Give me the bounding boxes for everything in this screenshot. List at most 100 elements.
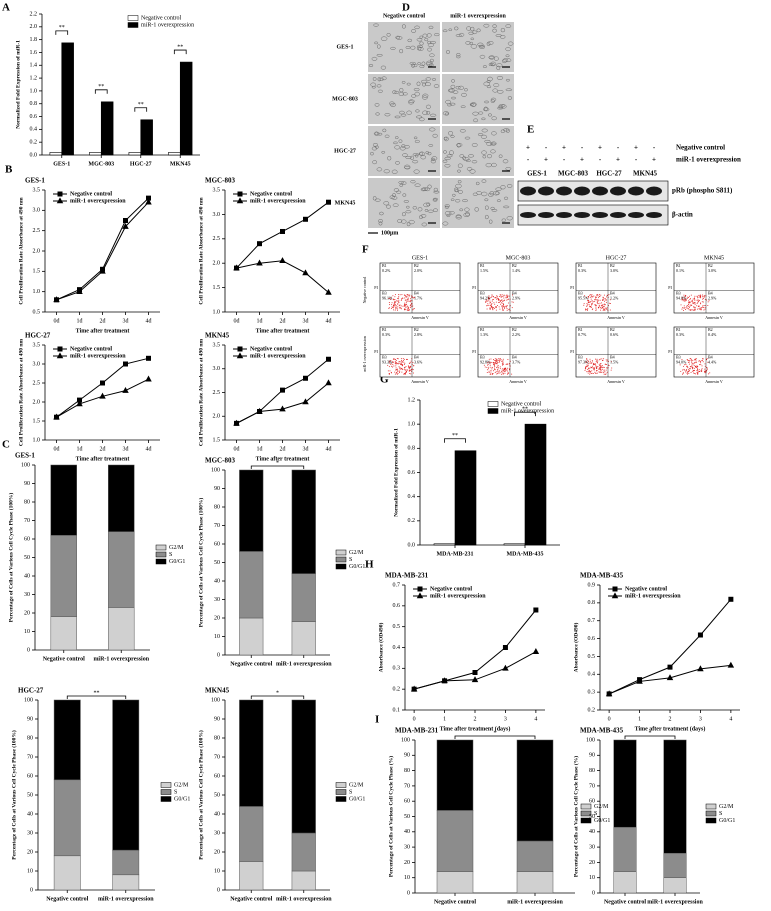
event <box>591 294 593 296</box>
event <box>702 301 704 303</box>
event <box>700 303 702 305</box>
cell <box>490 141 497 146</box>
event <box>410 369 412 371</box>
event <box>400 305 402 307</box>
point <box>502 664 509 671</box>
event <box>602 305 604 307</box>
event <box>389 370 391 372</box>
event <box>492 308 494 310</box>
event <box>599 299 601 301</box>
event <box>502 307 504 309</box>
event <box>694 306 696 308</box>
event <box>398 366 400 368</box>
event <box>404 309 406 311</box>
cell <box>490 61 497 67</box>
y-tick-label: 40 <box>214 811 220 817</box>
event <box>692 363 694 365</box>
event <box>399 367 401 369</box>
panel-label: H <box>365 559 374 571</box>
event <box>586 366 588 368</box>
y-tick-label: 50 <box>214 792 220 798</box>
event <box>686 306 688 308</box>
chart-title: MGC-803 <box>205 177 235 185</box>
y-tick-label: 2.5 <box>33 228 41 234</box>
y-tick-label: 70 <box>214 754 220 760</box>
cell <box>455 215 462 220</box>
event <box>700 360 702 362</box>
y-tick-label: 0.5 <box>588 654 596 660</box>
point <box>302 269 309 276</box>
dot-plot <box>575 326 657 378</box>
event <box>495 359 497 361</box>
y-tick-label: 3.0 <box>213 212 221 218</box>
panel-label: F <box>362 244 369 256</box>
event <box>400 361 402 363</box>
quadrant-value: 1.5% <box>480 268 489 273</box>
event <box>405 372 407 374</box>
event <box>603 372 605 374</box>
event <box>704 305 706 307</box>
event <box>402 360 404 362</box>
y-tick-label: 80 <box>27 735 33 741</box>
cell <box>502 59 507 64</box>
cell <box>462 199 468 203</box>
y-tick-label: 0 <box>217 887 220 893</box>
event <box>393 358 395 360</box>
event <box>396 369 398 371</box>
event <box>486 366 488 368</box>
chart-title: MKN45 <box>205 332 230 340</box>
event <box>406 294 408 296</box>
event <box>595 358 597 360</box>
y-axis-label: Cell Proliferation Rate Absorbance at 49… <box>198 197 204 305</box>
cell <box>395 136 399 140</box>
event <box>497 299 499 301</box>
event <box>703 297 705 299</box>
y-tick-label: 40 <box>214 578 220 584</box>
x-axis-label: Time after treatment <box>76 328 130 334</box>
event <box>684 297 686 299</box>
cell <box>456 55 461 59</box>
event <box>699 360 701 362</box>
event <box>491 306 493 308</box>
y-tick-label: 1.0 <box>213 309 221 315</box>
event <box>499 301 501 303</box>
panel-label: A <box>2 2 10 14</box>
event <box>599 302 601 304</box>
significance-bracket <box>173 49 187 55</box>
event <box>401 294 403 296</box>
event <box>683 305 685 307</box>
cell <box>459 129 466 133</box>
cell <box>433 187 438 193</box>
cell <box>428 25 434 30</box>
event <box>690 309 692 311</box>
y-tick-label: 0.2 <box>408 518 416 524</box>
bar <box>49 152 63 156</box>
x-tick-label: 4 <box>534 716 537 722</box>
y-tick-label: 50 <box>27 792 33 798</box>
point <box>325 379 332 386</box>
event <box>395 365 397 367</box>
cell <box>482 155 487 159</box>
y-tick-label: 1.8 <box>30 37 38 43</box>
bar-segment <box>291 832 316 872</box>
event <box>597 295 599 297</box>
cell <box>449 102 456 106</box>
y-tick-label: 90 <box>404 753 410 759</box>
event <box>399 306 401 308</box>
legend-label: Negative control <box>70 346 112 352</box>
event <box>698 369 700 371</box>
y-axis-label: Percentage of Cells at Various Cell Cycl… <box>10 730 17 860</box>
bar-segment <box>613 871 637 894</box>
event <box>504 372 506 374</box>
event <box>395 307 397 309</box>
cell <box>479 54 486 59</box>
cell <box>411 63 415 68</box>
legend-label: Negative control <box>250 191 292 197</box>
quadrant-name: B1 <box>578 263 583 268</box>
cell <box>492 24 497 28</box>
event <box>397 373 399 375</box>
x-tick-label: Negative control <box>434 899 476 905</box>
event <box>687 366 689 368</box>
y-tick-label: 90 <box>214 716 220 722</box>
event <box>695 362 697 364</box>
